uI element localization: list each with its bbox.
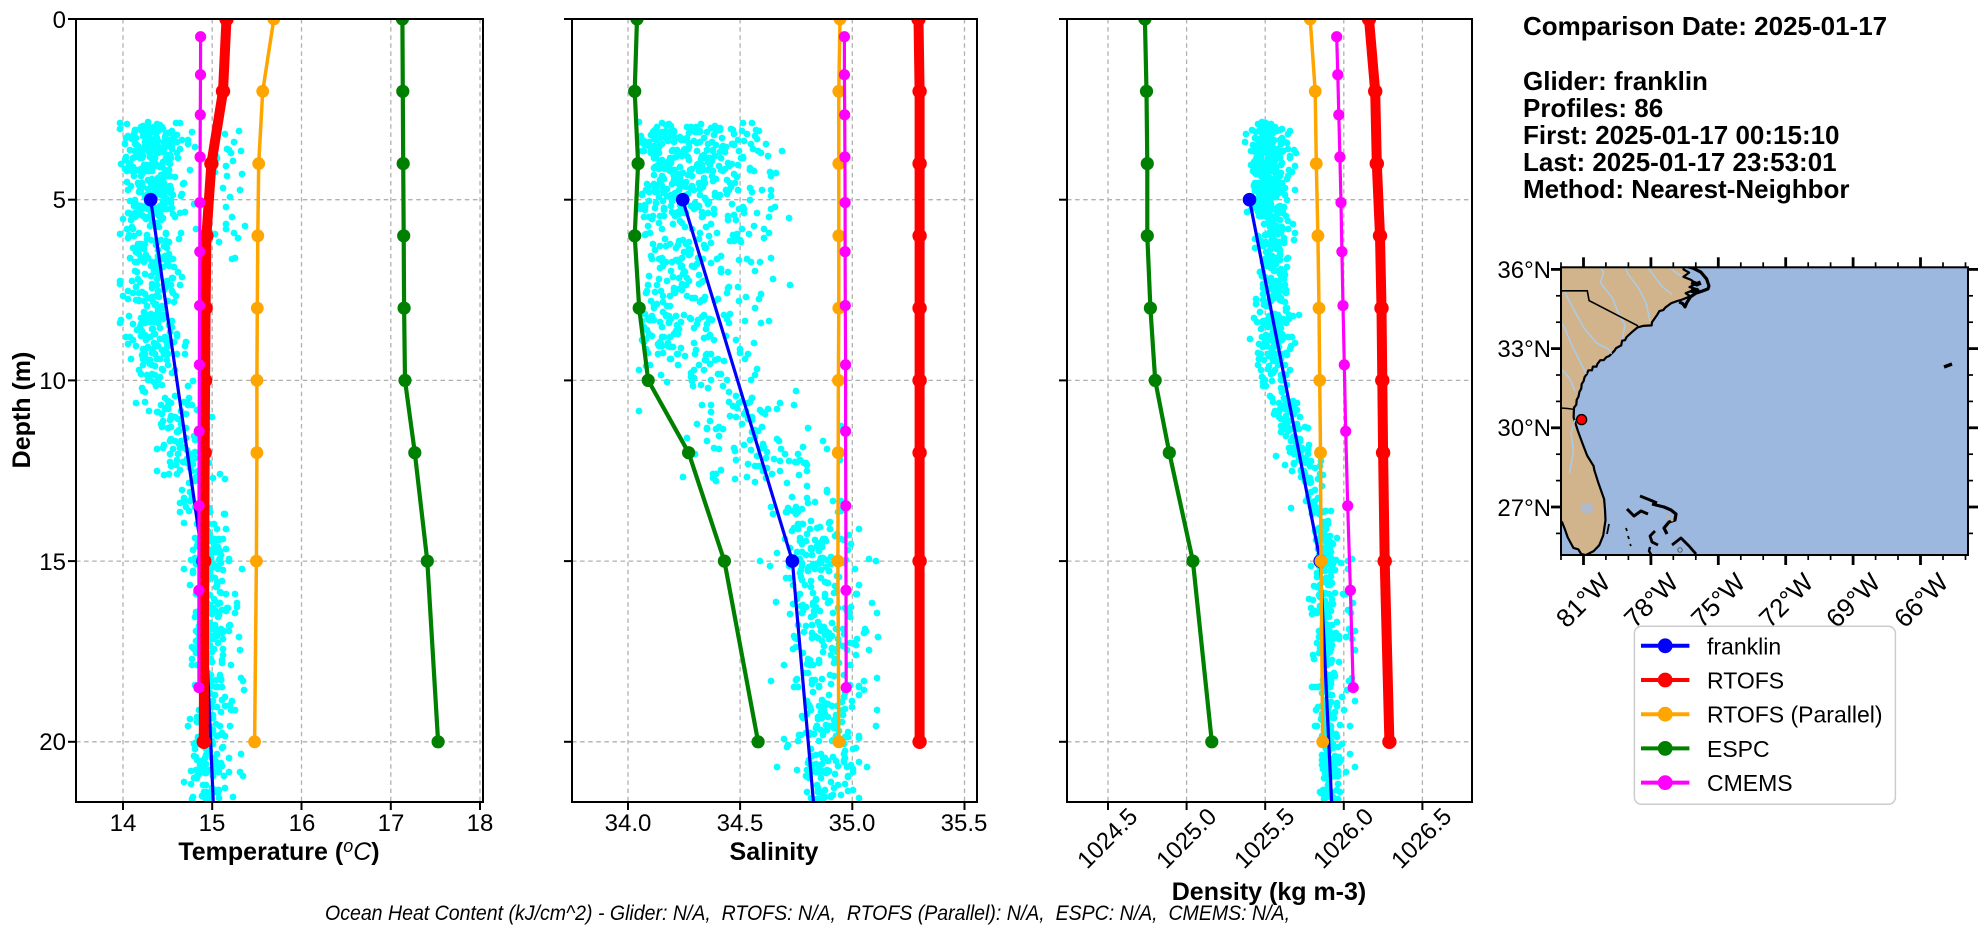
svg-text:Glider: franklin: Glider: franklin: [1523, 66, 1708, 96]
svg-text:20: 20: [39, 729, 66, 756]
svg-text:First: 2025-01-17 00:15:10: First: 2025-01-17 00:15:10: [1523, 120, 1840, 150]
svg-text:CMEMS: CMEMS: [1707, 770, 1793, 796]
svg-text:15: 15: [199, 810, 226, 837]
svg-text:27°N: 27°N: [1497, 495, 1551, 522]
svg-text:36°N: 36°N: [1497, 257, 1551, 284]
svg-text:franklin: franklin: [1707, 633, 1781, 659]
svg-text:35.0: 35.0: [829, 810, 876, 837]
svg-text:34.5: 34.5: [717, 810, 764, 837]
svg-text:15: 15: [39, 549, 66, 576]
svg-text:34.0: 34.0: [605, 810, 652, 837]
svg-text:Salinity: Salinity: [730, 838, 819, 866]
svg-text:30°N: 30°N: [1497, 415, 1551, 442]
svg-text:RTOFS: RTOFS: [1707, 668, 1784, 694]
svg-text:Comparison Date: 2025-01-17: Comparison Date: 2025-01-17: [1523, 11, 1887, 41]
svg-text:Last: 2025-01-17 23:53:01: Last: 2025-01-17 23:53:01: [1523, 147, 1837, 177]
svg-text:RTOFS (Parallel): RTOFS (Parallel): [1707, 702, 1883, 728]
svg-text:10: 10: [39, 368, 66, 395]
svg-text:16: 16: [289, 810, 316, 837]
svg-text:Ocean Heat Content (kJ/cm^2) -: Ocean Heat Content (kJ/cm^2) - Glider: N…: [325, 902, 1290, 925]
svg-text:18: 18: [467, 810, 494, 837]
svg-text:0: 0: [53, 7, 66, 34]
svg-text:Method: Nearest-Neighbor: Method: Nearest-Neighbor: [1523, 174, 1849, 204]
svg-text:ESPC: ESPC: [1707, 736, 1770, 762]
svg-text:5: 5: [53, 187, 66, 214]
svg-text:14: 14: [110, 810, 137, 837]
svg-text:35.5: 35.5: [941, 810, 988, 837]
svg-text:Depth (m): Depth (m): [8, 352, 36, 469]
svg-text:33°N: 33°N: [1497, 336, 1551, 363]
svg-text:Profiles: 86: Profiles: 86: [1523, 93, 1663, 123]
svg-text:17: 17: [378, 810, 405, 837]
svg-text:Density (kg m-3): Density (kg m-3): [1172, 878, 1366, 906]
